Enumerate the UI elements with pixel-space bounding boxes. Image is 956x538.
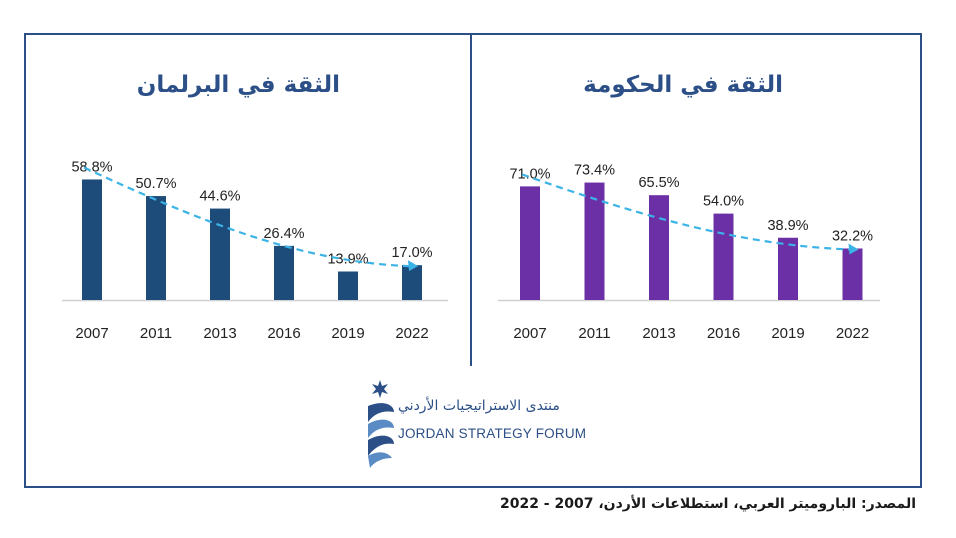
x-tick-2016: 2016 — [267, 325, 300, 342]
x-tick-2019: 2019 — [771, 325, 804, 342]
bar-2022 — [402, 265, 422, 300]
bar-2016 — [274, 245, 294, 300]
value-label-2022: 32.2% — [832, 228, 873, 244]
x-tick-2011: 2011 — [578, 325, 610, 342]
x-tick-2011: 2011 — [140, 325, 172, 342]
value-label-2013: 65.5% — [638, 175, 679, 191]
value-label-2022: 17.0% — [391, 245, 432, 261]
x-tick-2013: 2013 — [203, 325, 236, 342]
x-tick-2019: 2019 — [331, 325, 364, 342]
bar-2011 — [146, 196, 166, 300]
parliament-chart-title: الثقة في البرلمان — [136, 72, 340, 98]
bar-2011 — [584, 182, 605, 300]
bar-2007 — [82, 179, 102, 300]
bar-2022 — [842, 248, 863, 300]
value-label-2011: 50.7% — [135, 176, 176, 192]
logo-arabic-name: منتدى الاستراتيجيات الأردني — [398, 398, 560, 414]
government-chart-title: الثقة في الحكومة — [583, 72, 783, 98]
panel-divider — [470, 33, 472, 366]
logo-english-name: JORDAN STRATEGY FORUM — [398, 426, 587, 441]
value-label-2007: 58.8% — [71, 159, 112, 175]
value-label-2007: 71.0% — [509, 166, 550, 182]
bar-2013 — [649, 195, 669, 300]
star-ribbon-logo-icon — [368, 380, 394, 468]
x-tick-2013: 2013 — [642, 325, 675, 342]
trend-line — [83, 166, 411, 268]
bar-2013 — [210, 208, 230, 300]
x-tick-2016: 2016 — [707, 325, 740, 342]
value-label-2011: 73.4% — [574, 163, 615, 179]
bar-2019 — [778, 237, 798, 300]
x-tick-2007: 2007 — [513, 325, 546, 342]
bar-2019 — [338, 271, 358, 300]
infographic-frame — [24, 33, 922, 488]
source-note: المصدر: الباروميتر العربي، استطلاعات الأ… — [499, 496, 916, 512]
trend-line — [521, 173, 851, 251]
trend-arrow-head — [408, 260, 418, 272]
bar-2007 — [520, 186, 540, 300]
x-tick-2022: 2022 — [836, 325, 869, 342]
x-tick-2022: 2022 — [395, 325, 428, 342]
value-label-2016: 54.0% — [703, 194, 744, 210]
value-label-2013: 44.6% — [199, 189, 240, 205]
value-label-2019: 38.9% — [767, 218, 808, 234]
value-label-2016: 26.4% — [263, 226, 304, 242]
bar-2016 — [713, 213, 734, 300]
x-tick-2007: 2007 — [75, 325, 108, 342]
trend-arrow-head — [848, 243, 859, 255]
